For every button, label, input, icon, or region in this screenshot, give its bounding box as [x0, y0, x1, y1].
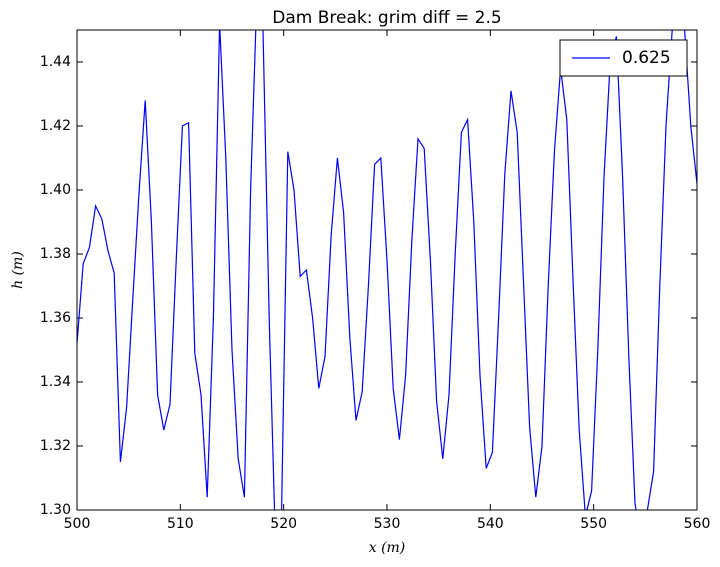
x-axis-label: x (m)	[369, 540, 406, 556]
y-tick-label: 1.44	[40, 54, 71, 70]
x-tick-label: 510	[167, 516, 194, 532]
plot-area	[77, 30, 697, 510]
x-tick-label: 550	[580, 516, 607, 532]
y-tick-label: 1.42	[40, 118, 71, 134]
x-tick-label: 520	[270, 516, 297, 532]
y-tick-label: 1.34	[40, 374, 71, 390]
legend-label: 0.625	[622, 48, 671, 68]
chart-title: Dam Break: grim diff = 2.5	[272, 8, 501, 28]
x-tick-label: 530	[374, 516, 401, 532]
x-tick-label: 500	[64, 516, 91, 532]
y-tick-label: 1.30	[40, 502, 71, 518]
x-tick-label: 560	[684, 516, 711, 532]
axes-frame	[76, 29, 698, 511]
y-tick-label: 1.40	[40, 182, 71, 198]
y-axis-label: h (m)	[10, 251, 26, 289]
y-tick-label: 1.38	[40, 246, 71, 262]
y-tick-label: 1.36	[40, 310, 71, 326]
x-tick-label: 540	[477, 516, 504, 532]
data-line	[77, 30, 697, 510]
y-tick-label: 1.32	[40, 438, 71, 454]
